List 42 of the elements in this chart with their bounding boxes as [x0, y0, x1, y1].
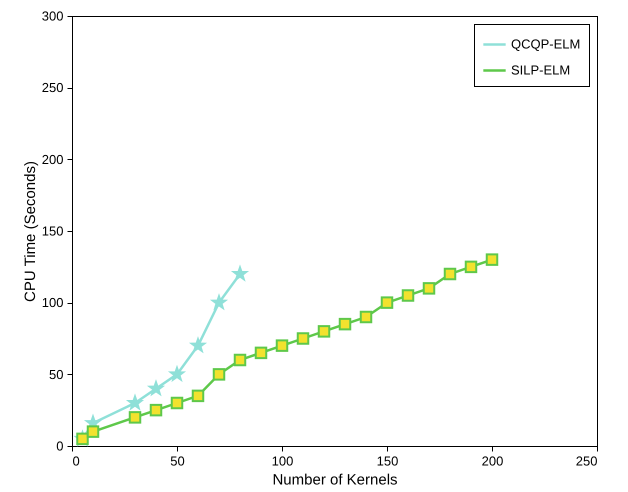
point: [276, 339, 288, 352]
point: [486, 253, 498, 266]
point: [86, 425, 100, 438]
point: [170, 396, 184, 410]
point: [148, 381, 164, 395]
point: [192, 390, 204, 402]
point: [170, 366, 184, 381]
y-tick-label: 50: [49, 366, 64, 382]
point: [318, 325, 330, 338]
point: [360, 310, 372, 324]
y-tick-label: 150: [42, 224, 64, 238]
legend-label: QCQP-ELM: [511, 36, 580, 52]
y-tick-label: 250: [42, 80, 64, 96]
point: [422, 282, 436, 295]
point: [190, 338, 206, 352]
point: [444, 268, 456, 280]
x-tick-label: 0: [72, 454, 80, 468]
point: [128, 411, 142, 424]
point: [150, 404, 162, 416]
point: [234, 354, 246, 366]
x-tick-label: 150: [376, 454, 398, 468]
point: [338, 318, 352, 330]
y-tick-label: 100: [42, 295, 64, 310]
x-tick-label: 200: [482, 454, 504, 468]
point: [464, 260, 478, 274]
x-tick-label: 250: [576, 454, 598, 468]
point: [380, 296, 394, 309]
point: [128, 395, 142, 410]
y-tick-label: 0: [56, 438, 64, 454]
point: [254, 346, 268, 360]
point: [296, 332, 310, 345]
y-tick-label: 300: [42, 8, 64, 24]
y-tick-label: 200: [42, 152, 64, 167]
point: [232, 266, 248, 280]
point: [212, 368, 226, 381]
x-axis-title: Number of Kernels: [272, 472, 398, 488]
point: [402, 289, 414, 302]
x-tick-label: 100: [272, 454, 294, 468]
point: [212, 295, 226, 309]
x-tick-label: 50: [170, 454, 185, 468]
y-axis-title: CPU Time (Seconds): [22, 161, 39, 302]
legend-label: SILP-ELM: [511, 62, 570, 78]
